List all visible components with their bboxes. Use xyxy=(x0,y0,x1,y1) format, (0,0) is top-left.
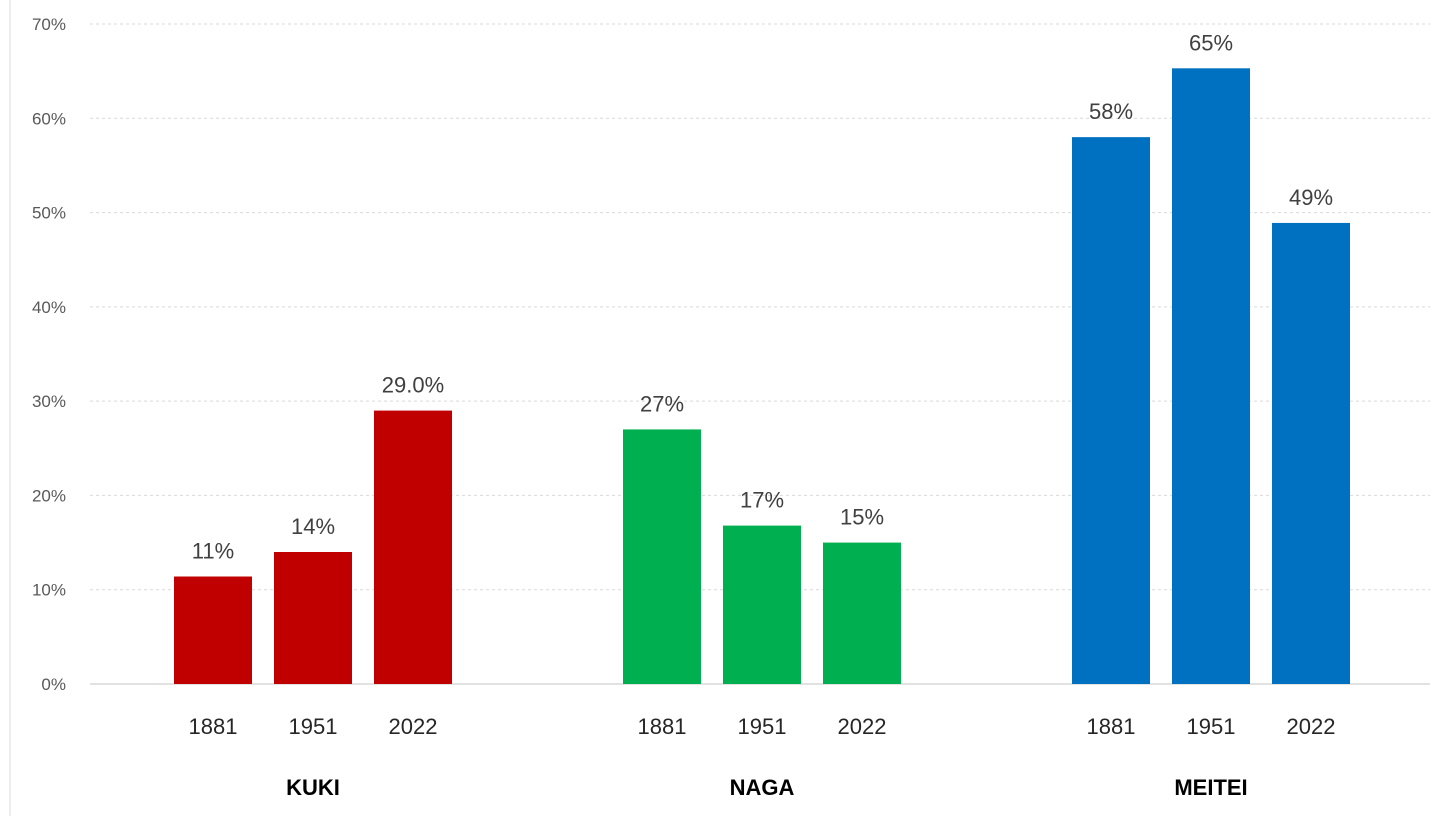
x-tick-label: 2022 xyxy=(1287,714,1336,739)
data-label: 58% xyxy=(1089,99,1133,124)
group-label: MEITEI xyxy=(1174,775,1247,800)
y-tick-label: 60% xyxy=(32,109,66,128)
x-tick-label: 1951 xyxy=(289,714,338,739)
bar-naga-1951 xyxy=(723,525,801,684)
x-tick-label: 2022 xyxy=(389,714,438,739)
x-tick-label: 2022 xyxy=(838,714,887,739)
y-tick-label: 70% xyxy=(32,15,66,34)
bar-naga-2022 xyxy=(823,542,901,684)
data-label: 15% xyxy=(840,505,884,530)
x-tick-label: 1951 xyxy=(738,714,787,739)
data-label: 11% xyxy=(192,539,234,564)
x-tick-label: 1881 xyxy=(1087,714,1136,739)
bar-meitei-1881 xyxy=(1072,137,1150,685)
y-tick-label: 50% xyxy=(32,204,66,223)
data-label: 65% xyxy=(1189,30,1233,55)
bar-kuki-2022 xyxy=(374,410,452,684)
group-label: NAGA xyxy=(730,775,795,800)
data-label: 49% xyxy=(1289,185,1333,210)
bar-kuki-1881 xyxy=(174,576,252,684)
bar-naga-1881 xyxy=(623,429,701,684)
bar-kuki-1951 xyxy=(274,552,352,684)
group-label: KUKI xyxy=(286,775,340,800)
x-tick-label: 1881 xyxy=(189,714,238,739)
bar-meitei-1951 xyxy=(1172,68,1250,685)
data-label: 17% xyxy=(740,488,784,513)
y-tick-label: 30% xyxy=(32,392,66,411)
data-label: 14% xyxy=(291,514,335,539)
y-tick-label: 20% xyxy=(32,486,66,505)
bar-meitei-2022 xyxy=(1272,222,1350,684)
y-tick-label: 10% xyxy=(32,581,66,600)
y-tick-label: 0% xyxy=(41,675,66,694)
x-tick-label: 1881 xyxy=(638,714,687,739)
data-label: 29.0% xyxy=(382,373,444,398)
data-label: 27% xyxy=(640,391,684,416)
y-tick-label: 40% xyxy=(32,298,66,317)
x-tick-label: 1951 xyxy=(1187,714,1236,739)
